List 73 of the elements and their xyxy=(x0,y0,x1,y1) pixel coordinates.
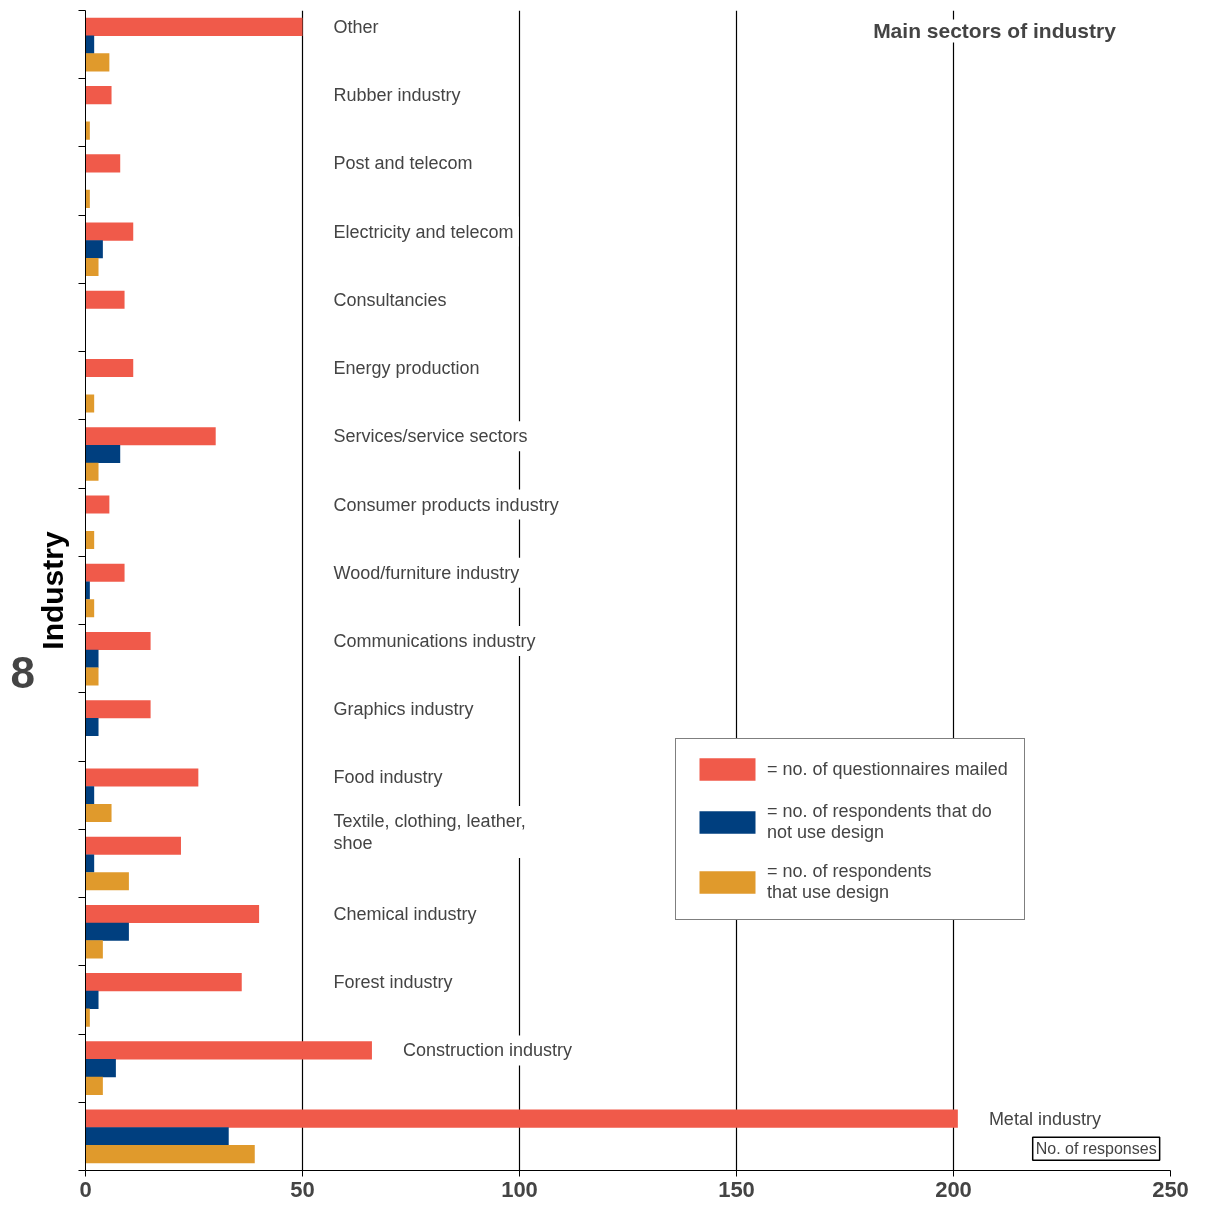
legend-label: = no. of questionnaires mailed xyxy=(767,758,1008,780)
y-tick-label: Other xyxy=(333,16,379,37)
bar xyxy=(85,495,110,514)
bar xyxy=(85,631,151,651)
x-tick-label: 100 xyxy=(501,1176,538,1202)
bar xyxy=(85,189,90,208)
bar xyxy=(85,222,134,241)
bar xyxy=(85,1145,255,1164)
bar xyxy=(85,581,90,600)
y-tick-label: Food industry xyxy=(333,767,443,788)
y-tick-label: Consultancies xyxy=(333,289,447,310)
y-tick-label: Textile, clothing, leather, shoe xyxy=(333,811,526,854)
bar xyxy=(85,1127,229,1146)
y-tick-label: Graphics industry xyxy=(333,699,474,720)
bar xyxy=(85,240,103,259)
y-tick-label: Energy production xyxy=(333,358,480,379)
bar xyxy=(85,427,216,446)
y-tick-label: Chemical industry xyxy=(333,903,477,924)
bar xyxy=(85,359,134,378)
y-tick-label: Wood/furniture industry xyxy=(333,562,520,583)
legend-label: = no. of respondents that use design xyxy=(767,861,932,903)
bar xyxy=(85,563,125,582)
bar xyxy=(85,717,99,737)
bar xyxy=(85,17,303,36)
bar xyxy=(85,836,181,855)
x-tick-label: 250 xyxy=(1152,1176,1189,1202)
bar xyxy=(85,667,99,686)
y-tick-label: Construction industry xyxy=(402,1040,573,1061)
bar xyxy=(85,154,121,173)
bar xyxy=(85,1076,103,1095)
legend-label: = no. of respondents that do not use design xyxy=(767,801,992,843)
bar xyxy=(85,53,110,72)
y-tick-label: Rubber industry xyxy=(333,85,461,106)
bar xyxy=(85,290,125,309)
x-tick-label: 200 xyxy=(935,1176,972,1202)
chart-title: Main sectors of industry xyxy=(873,19,1117,43)
bar xyxy=(85,803,112,822)
bar xyxy=(85,700,151,719)
bar xyxy=(85,121,90,140)
y-tick-label: Metal industry xyxy=(988,1108,1101,1129)
bar xyxy=(85,1059,116,1078)
bar xyxy=(85,462,99,481)
bar xyxy=(85,599,95,618)
x-tick-label: 50 xyxy=(290,1176,315,1202)
bar xyxy=(85,768,199,787)
bar xyxy=(85,258,99,277)
bar xyxy=(85,394,95,413)
bar xyxy=(85,1041,372,1060)
bar xyxy=(85,940,103,959)
bar xyxy=(85,786,95,805)
bar xyxy=(85,649,99,668)
y-tick-label: Electricity and telecom xyxy=(333,221,514,242)
bar xyxy=(85,990,99,1009)
bar xyxy=(85,1008,90,1027)
y-tick-label: Consumer products industry xyxy=(333,494,559,515)
bar xyxy=(85,904,260,923)
bar xyxy=(85,922,129,941)
y-tick-label: Services/service sectors xyxy=(333,426,528,447)
y-tick-label: Post and telecom xyxy=(333,153,473,174)
bar xyxy=(85,854,95,873)
text: 8 xyxy=(10,647,35,697)
y-axis-title: Industry xyxy=(35,531,69,650)
bar xyxy=(85,444,121,464)
bar xyxy=(85,872,129,891)
bar xyxy=(85,973,242,992)
y-tick-label: Communications industry xyxy=(333,630,536,651)
x-tick-label: 0 xyxy=(79,1176,92,1202)
y-tick-label: Forest industry xyxy=(333,972,453,993)
x-tick-label: 150 xyxy=(718,1176,755,1202)
bar xyxy=(85,1109,958,1128)
bar xyxy=(85,86,112,105)
bar xyxy=(85,530,95,550)
x-axis-title: No. of responses xyxy=(1035,1140,1157,1158)
